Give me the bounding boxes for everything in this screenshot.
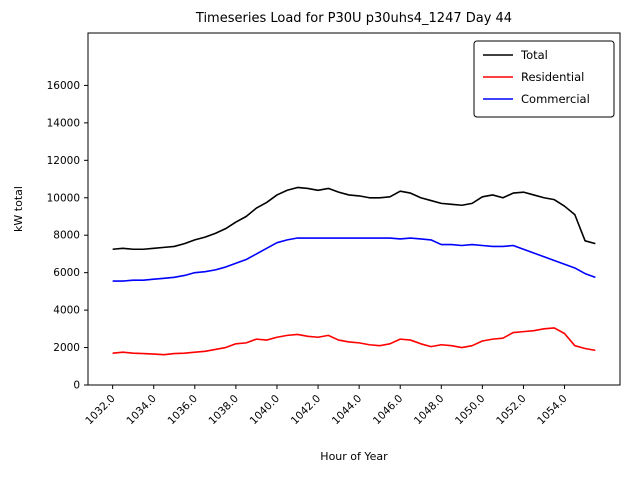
chart-title: Timeseries Load for P30U p30uhs4_1247 Da… (195, 11, 512, 26)
y-tick-label: 12000 (47, 155, 80, 167)
series-line-commercial (112, 237, 596, 282)
y-tick-label: 6000 (53, 267, 80, 279)
series-line-total (112, 186, 596, 251)
legend-label-total: Total (520, 48, 548, 62)
y-tick-label: 16000 (47, 80, 80, 92)
legend: Total Residential Commercial (473, 40, 615, 118)
series-lines (112, 186, 596, 356)
y-tick-label: 2000 (53, 342, 80, 354)
y-axis-label: kW total (12, 186, 25, 232)
legend-box (473, 40, 615, 118)
y-axis: 0 2000 4000 6000 8000 10000 12000 14000 16000 (47, 80, 88, 392)
y-tick-label: 14000 (47, 117, 80, 129)
legend-label-commercial: Commercial (521, 92, 590, 106)
y-tick-label: 0 (73, 380, 80, 392)
y-tick-label: 10000 (47, 192, 80, 204)
y-tick-label: 4000 (53, 305, 80, 317)
y-tick-label: 8000 (53, 230, 80, 242)
series-line-residential (112, 327, 596, 356)
x-axis-label: Hour of Year (320, 450, 388, 463)
legend-label-residential: Residential (521, 70, 584, 84)
